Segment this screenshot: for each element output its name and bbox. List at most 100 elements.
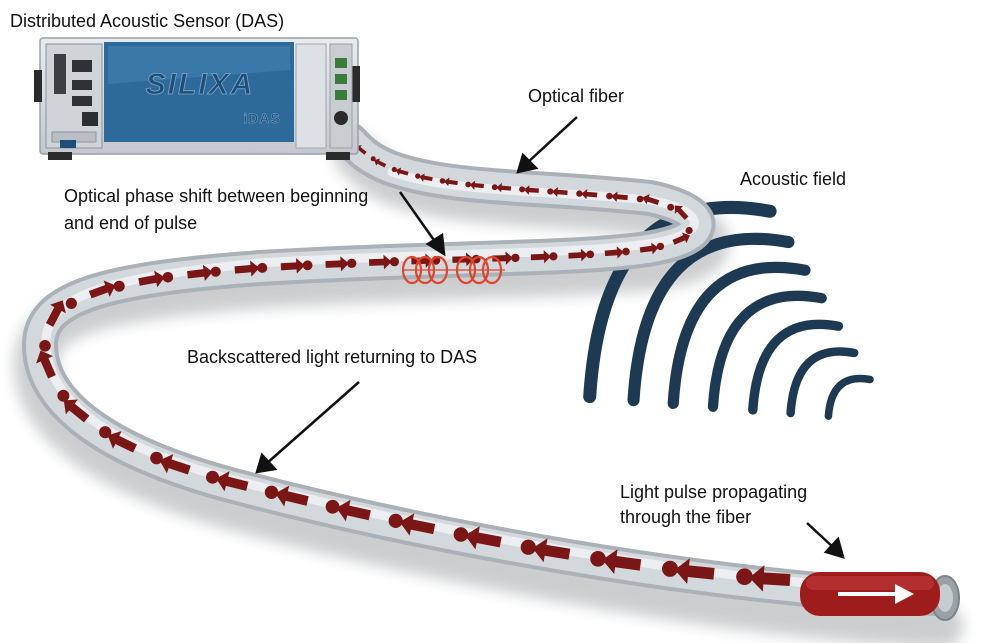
pulse-label-line2: through the fiber [620, 507, 752, 527]
backscatter-dot [65, 297, 77, 309]
backscatter-dot [547, 188, 554, 195]
optical-fiber-label: Optical fiber [528, 86, 625, 106]
backscatter-arrow [45, 300, 66, 327]
backscatter-arrow [88, 280, 116, 299]
backscatter-dot [389, 257, 399, 267]
model-logo: iDAS [243, 110, 280, 126]
backscatter-dot [656, 242, 665, 251]
backscatter-dot [622, 247, 630, 256]
backscatter-arrow [523, 185, 539, 195]
backscatter-dot [519, 186, 526, 193]
backscatter-dot [636, 195, 644, 203]
backscatter-dot [511, 253, 520, 263]
backscatter-arrow [63, 399, 90, 423]
acoustic-field-label: Acoustic field [740, 169, 847, 189]
backscatter-dot [520, 539, 536, 555]
backscatter-arrow [159, 454, 191, 475]
backscatter-dot [606, 192, 613, 200]
pulse-label-line1: Light pulse propagating [620, 482, 808, 502]
backscatter-dot [662, 560, 678, 577]
backscatter-arrow [368, 254, 392, 270]
wavefront-arc [667, 261, 811, 409]
light-pulse [800, 572, 940, 616]
backscatter-dot [206, 470, 219, 484]
backscatter-dot [39, 340, 51, 352]
backscatter-arrow [187, 264, 213, 282]
backscatter-dot [370, 156, 376, 162]
backscatter-arrow [674, 205, 689, 220]
backscatter-dot [347, 258, 357, 268]
pulse-pointer [806, 522, 835, 549]
backscattered-light-arrows [36, 145, 791, 592]
backscatter-arrow [568, 248, 588, 262]
backscatter-arrow [749, 565, 791, 592]
backscatter-dot [465, 181, 472, 188]
backscatter-arrow [280, 258, 305, 274]
backscatter-arrow [374, 158, 387, 168]
backscatter-dot [685, 226, 693, 235]
backscatter-arrow [492, 251, 513, 265]
backscatter-dot [736, 568, 753, 585]
backscatter-arrow [530, 250, 551, 264]
backscatter-dot [162, 272, 174, 283]
backscatter-arrow [581, 189, 598, 200]
wavefront-arc [707, 290, 827, 412]
backscatter-arrow [611, 191, 628, 202]
brand-logo: SILIXA [146, 68, 255, 101]
wavefront-arc [786, 347, 859, 418]
wavefront-arc [824, 374, 874, 420]
backscatter-dot [325, 499, 340, 514]
backscatter-arrow [336, 499, 371, 522]
phase-shift-label-line1: Optical phase shift between beginning [64, 186, 369, 206]
backscatter-arrow [395, 167, 409, 176]
backscatter-arrow [604, 246, 624, 259]
backscatter-arrow [465, 526, 502, 550]
backscatter-arrow [419, 173, 433, 182]
backscatter-dot [590, 551, 606, 567]
backscatter-dot [57, 389, 70, 402]
backscatter-arrow [642, 194, 660, 205]
backscatter-dot [150, 451, 163, 465]
backscatter-arrow [325, 256, 349, 272]
pointer-arrows [255, 116, 845, 559]
backscatter-arrow [532, 538, 571, 563]
backscatter-arrow [399, 513, 436, 536]
backscatter-dot [549, 252, 558, 261]
backscatter-arrow [552, 186, 568, 197]
backscatter-pointer [265, 381, 360, 465]
backscatter-dot [388, 513, 403, 529]
backscatter-arrow [36, 350, 56, 379]
backscatter-arrow [639, 242, 659, 255]
das-title: Distributed Acoustic Sensor (DAS) [10, 11, 285, 31]
backscatter-arrow [602, 549, 642, 574]
wavefront-arc [627, 232, 795, 407]
backscatter-arrow [444, 177, 458, 187]
optical-fiber-pointer [526, 116, 578, 164]
backscatter-dot [99, 426, 112, 439]
backscatter-dot [264, 485, 279, 499]
pulse-direction-arrow [838, 584, 914, 604]
backscatter-dot [210, 266, 221, 277]
backscatter-dot [576, 190, 583, 197]
backscatter-label: Backscattered light returning to DAS [187, 347, 478, 367]
backscatter-arrow [107, 431, 137, 453]
backscatter-arrow [216, 471, 249, 492]
backscatter-dot [491, 184, 498, 191]
backscatter-dot [113, 280, 125, 292]
backscatter-dot [586, 250, 595, 259]
backscatter-dot [453, 527, 469, 542]
phase-shift-pointer [398, 191, 438, 244]
acoustic-field [583, 201, 874, 420]
backscatter-dot [257, 262, 268, 273]
backscatter-dot [302, 260, 313, 271]
backscatter-arrow [138, 270, 165, 288]
backscatter-arrow [672, 232, 690, 245]
backscatter-arrow [452, 252, 474, 267]
backscatter-arrow [234, 260, 260, 277]
wavefront-arc [748, 319, 844, 415]
backscatter-arrow [496, 183, 512, 193]
backscatter-dot [415, 173, 421, 179]
backscatter-arrow [469, 180, 485, 190]
backscatter-arrow [674, 558, 715, 584]
